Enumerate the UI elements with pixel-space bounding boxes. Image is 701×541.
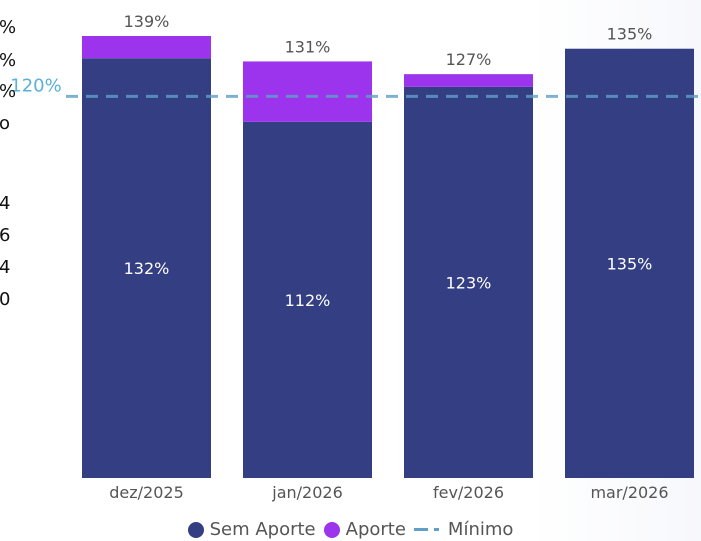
cropped-left-text: % [0, 50, 17, 71]
cropped-left-text: 6 [0, 225, 11, 246]
bar-aporte-dez-2025 [82, 36, 211, 59]
x-tick-label: mar/2026 [590, 483, 668, 502]
data-label-total: 127% [446, 50, 492, 69]
data-label-sem-aporte: 112% [285, 291, 331, 310]
cropped-left-text: o [0, 113, 11, 134]
legend-label-sem-aporte: Sem Aporte [209, 519, 316, 540]
legend: Sem Aporte Aporte Mínimo [0, 519, 701, 540]
legend-marker-minimo [413, 527, 442, 532]
x-tick-label: jan/2026 [271, 483, 343, 502]
legend-item-sem-aporte[interactable]: Sem Aporte [187, 519, 316, 540]
cropped-left-text: 4 [0, 257, 11, 278]
cropped-left-text: 0 [0, 289, 11, 310]
data-label-sem-aporte: 123% [446, 273, 492, 292]
bar-aporte-fev-2026 [404, 74, 533, 87]
legend-marker-aporte [323, 521, 340, 538]
cropped-left-text: % [0, 81, 17, 102]
data-label-sem-aporte: 135% [607, 254, 653, 273]
cropped-left-text: 4 [0, 193, 11, 214]
data-label-total: 139% [124, 12, 170, 31]
legend-marker-sem-aporte [187, 521, 204, 538]
bar-sem-aporte-mar-2026 [565, 48, 694, 479]
reference-line-label: 120% [10, 75, 61, 96]
bar-aporte-jan-2026 [243, 61, 372, 122]
legend-label-aporte: Aporte [345, 519, 406, 540]
x-tick-label: dez/2025 [109, 483, 184, 502]
legend-label-minimo: Mínimo [447, 519, 514, 540]
bar-sem-aporte-jan-2026 [243, 121, 372, 479]
bar-sem-aporte-fev-2026 [404, 86, 533, 479]
bar-sem-aporte-dez-2025 [82, 58, 211, 478]
data-label-sem-aporte: 132% [124, 259, 170, 278]
legend-item-aporte[interactable]: Aporte [323, 519, 406, 540]
legend-item-minimo[interactable]: Mínimo [413, 519, 514, 540]
x-tick-label: fev/2026 [433, 483, 504, 502]
cropped-left-text: % [0, 17, 17, 38]
data-label-total: 131% [285, 37, 331, 56]
data-label-total: 135% [607, 25, 653, 44]
